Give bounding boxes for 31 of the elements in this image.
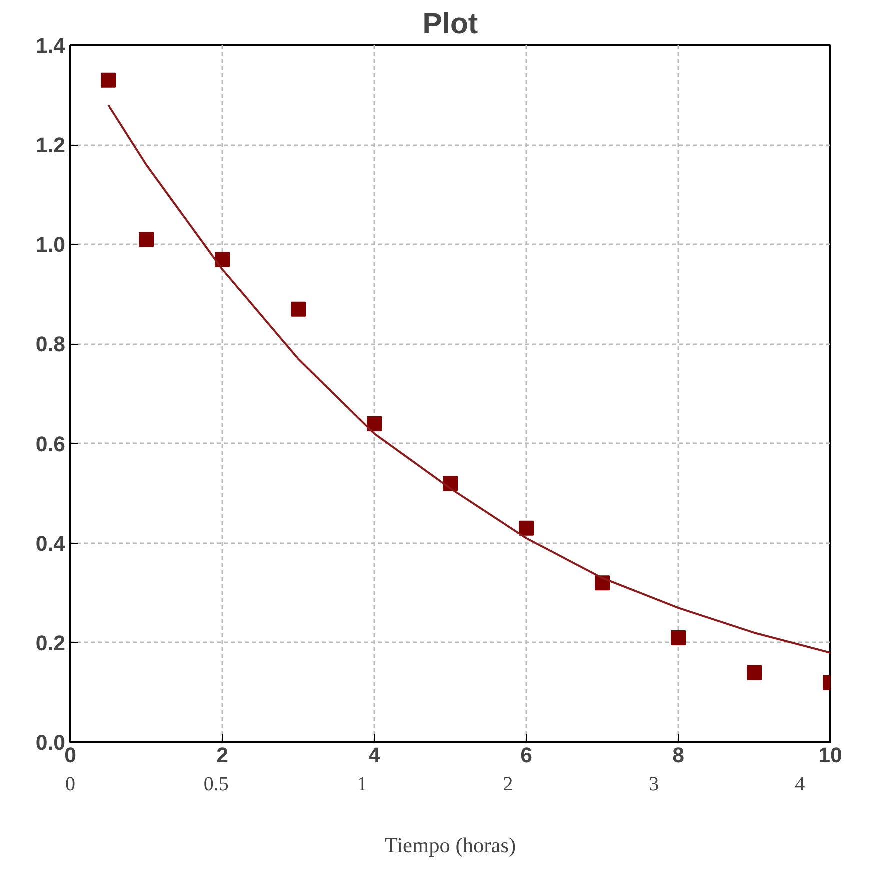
x-tick-label: 8	[672, 744, 685, 768]
text: 4	[795, 774, 806, 796]
y-tick-label: 0.8	[36, 332, 66, 357]
y-tick-label: 1.0	[36, 233, 66, 258]
y-tick-label: 0.2	[36, 631, 66, 656]
point	[519, 520, 534, 536]
text: 2	[503, 774, 514, 796]
point	[139, 232, 154, 248]
y-tick-label: 1.4	[36, 34, 66, 58]
x-axis-title: Tiempo (horas)	[384, 834, 516, 858]
y-tick-label: 0.6	[36, 432, 66, 456]
y-tick-label: 0.4	[36, 532, 66, 556]
x-tick-label: 0	[64, 744, 76, 768]
chart-title: Plot	[422, 8, 478, 40]
y-tick-label: 0.0	[36, 731, 66, 755]
x-tick-label: 2	[216, 744, 228, 768]
point	[215, 252, 230, 268]
text: 0	[66, 774, 76, 796]
point	[747, 665, 762, 680]
text: 1	[357, 774, 368, 796]
point	[671, 630, 686, 646]
text: 0.5	[204, 774, 229, 796]
point	[101, 72, 116, 88]
x-tick-label: 10	[818, 744, 842, 768]
x-tick-label: 4	[368, 744, 381, 768]
text: 3	[649, 774, 660, 796]
point	[291, 302, 306, 317]
y-tick-label: 1.2	[36, 134, 66, 158]
point	[367, 416, 382, 432]
line-series	[108, 104, 830, 654]
x-tick-label: 6	[520, 744, 533, 768]
